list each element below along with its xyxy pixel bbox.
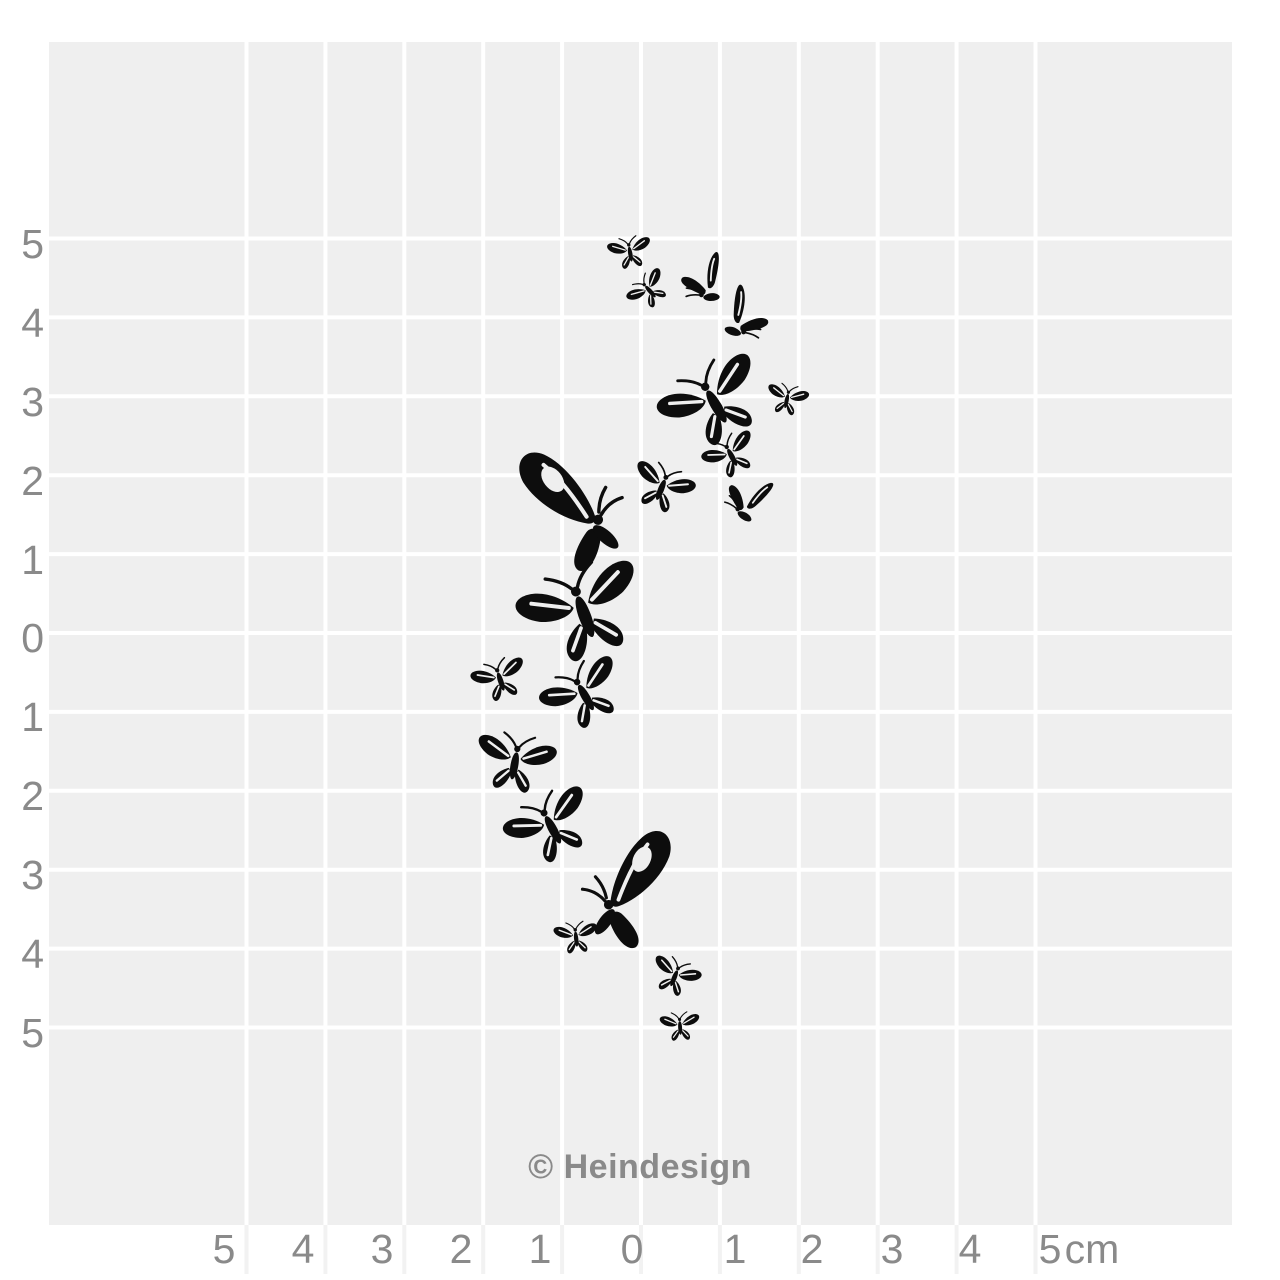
left-axis-label-0: 0 [21, 615, 44, 661]
left-axis-label-3: 3 [21, 379, 44, 425]
gridlines [49, 42, 1232, 1225]
left-axis-label-2: 2 [21, 773, 44, 819]
left-axis-label-2: 2 [21, 458, 44, 504]
bottom-axis-label-0: 0 [620, 1226, 644, 1272]
left-axis-label-1: 1 [21, 694, 44, 740]
bottom-axis-label-5: 5 [1038, 1226, 1062, 1272]
bottom-axis-label-3: 3 [880, 1226, 904, 1272]
bottom-axis-label-1: 1 [723, 1226, 747, 1272]
bottom-axis-label-5: 5 [212, 1226, 236, 1272]
bottom-axis-label-1: 1 [528, 1226, 552, 1272]
left-axis-label-3: 3 [21, 852, 44, 898]
left-axis-label-5: 5 [21, 1010, 44, 1056]
bottom-axis-label-2: 2 [449, 1226, 473, 1272]
left-axis-label-4: 4 [21, 300, 44, 346]
left-axis-label-5: 5 [21, 221, 44, 267]
bottom-axis-label-4: 4 [291, 1226, 315, 1272]
left-axis-label-4: 4 [21, 931, 44, 977]
axis-tick-line-stubs [244, 1225, 1038, 1274]
bottom-axis-label-4: 4 [958, 1226, 982, 1272]
bottom-axis-label-2: 2 [800, 1226, 824, 1272]
bottom-axis-label-cm: cm [1064, 1226, 1120, 1272]
bottom-axis-label-3: 3 [370, 1226, 394, 1272]
left-axis-label-1: 1 [21, 537, 44, 583]
watermark-copyright: © Heindesign [528, 1148, 752, 1186]
